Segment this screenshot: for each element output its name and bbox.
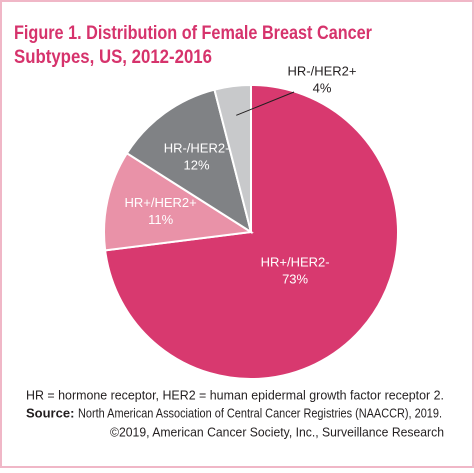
slice-label: HR+/HER2- [261, 254, 330, 269]
copyright: ©2019, American Cancer Society, Inc., Su… [110, 424, 444, 439]
slice-value-label: 4% [313, 80, 332, 95]
chart-subtitle: Subtypes, US, 2012-2016 [14, 47, 212, 68]
slice-value-label: 73% [282, 271, 308, 286]
pie-slice [125, 88, 253, 235]
chart-title: Figure 1. Distribution of Female Breast … [14, 23, 373, 44]
slice-label: HR-/HER2- [164, 141, 230, 156]
slice-label: HR-/HER2+ [288, 63, 357, 78]
note: HR = hormone receptor, HER2 = human epid… [26, 387, 444, 402]
slice-label: HR+/HER2+ [124, 195, 196, 210]
source: North American Association of Central Ca… [78, 405, 442, 420]
slice-value-label: 12% [184, 158, 210, 173]
leader-line [236, 91, 295, 116]
pie-slice [213, 83, 252, 233]
slice-value-label: 11% [148, 212, 173, 227]
source-label: Source: [26, 405, 74, 420]
pie-slice [103, 151, 254, 252]
